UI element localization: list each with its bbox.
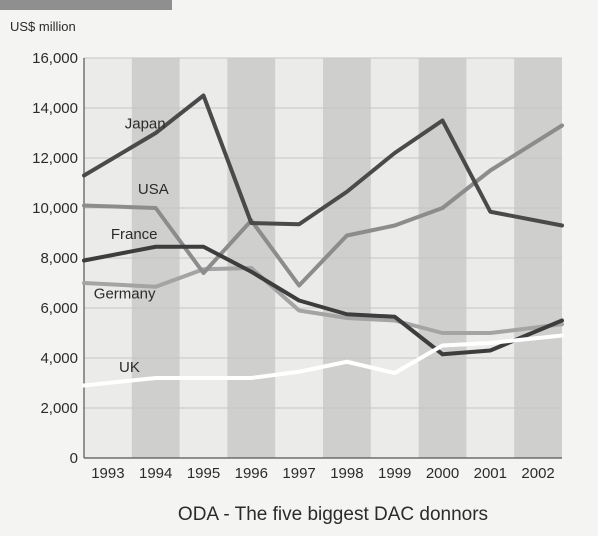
x-tick-label: 1994: [139, 465, 172, 482]
series-line-france: [82, 244, 564, 357]
series-line-uk: [82, 333, 564, 388]
series-label-germany: Germany: [94, 285, 156, 302]
y-tick-label: 2,000: [40, 400, 78, 417]
y-tick-label: 0: [70, 450, 78, 467]
x-tick-label: 2001: [474, 465, 507, 482]
y-tick-label: 8,000: [40, 250, 78, 267]
series-label-usa: USA: [138, 181, 169, 198]
y-tick-label: 4,000: [40, 350, 78, 367]
header-strip: [0, 0, 172, 10]
y-tick-label: 16,000: [32, 50, 78, 67]
series-label-france: France: [111, 226, 158, 243]
y-tick-label: 14,000: [32, 100, 78, 117]
y-tick-label: 12,000: [32, 150, 78, 167]
series-line-japan: [82, 93, 564, 228]
y-axis-unit: US$ million: [10, 19, 76, 34]
x-tick-label: 1993: [91, 465, 124, 482]
series-label-japan: Japan: [125, 115, 166, 132]
x-tick-label: 2002: [521, 465, 554, 482]
chart-title: ODA - The five biggest DAC donnors: [178, 504, 488, 525]
series-label-uk: UK: [119, 359, 140, 376]
x-tick-label: 1998: [330, 465, 363, 482]
x-tick-label: 1995: [187, 465, 220, 482]
x-tick-label: 1999: [378, 465, 411, 482]
x-tick-label: 1996: [235, 465, 268, 482]
x-tick-label: 1997: [282, 465, 315, 482]
y-tick-label: 10,000: [32, 200, 78, 217]
series-line-usa: [82, 123, 564, 288]
series-line-germany: [82, 266, 564, 335]
x-tick-label: 2000: [426, 465, 459, 482]
y-tick-label: 6,000: [40, 300, 78, 317]
